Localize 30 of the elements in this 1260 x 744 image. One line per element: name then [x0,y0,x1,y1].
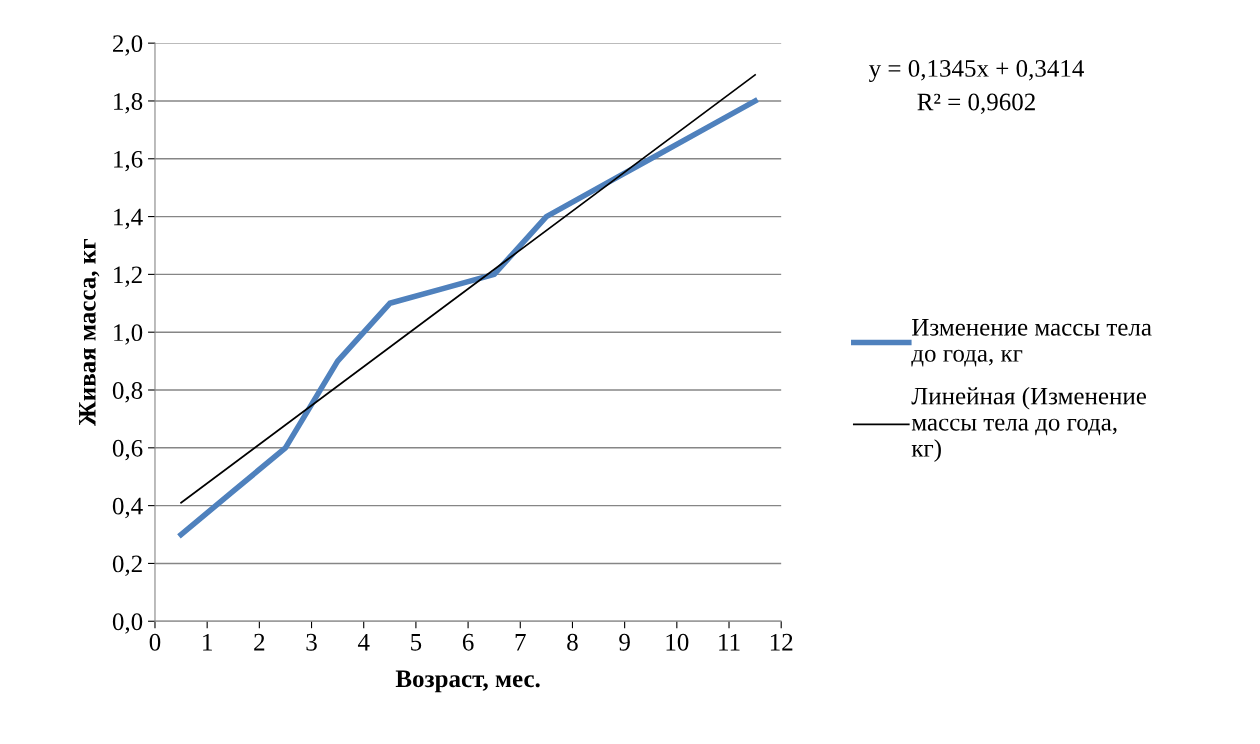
x-tick-label: 11 [719,633,740,651]
x-tick-label: 12 [770,633,793,651]
y-tick-label: 1,0 [114,324,143,345]
y-tick-label: 1,8 [114,93,143,114]
x-tick-label: 6 [462,633,474,651]
y-tick-label: 1,2 [114,266,142,287]
legend-label: Изменение массы тела до года, кг [911,319,1152,367]
x-tick-label: 0 [149,633,161,651]
x-tick-label: 5 [411,634,422,651]
y-tick-label: 0,8 [112,382,143,403]
x-axis-title: Возраст, мес. [395,670,540,693]
y-tick-label: 1,4 [114,208,143,230]
y-axis-title: Живая масса, кг [79,239,100,426]
y-tick-label: 0,0 [112,613,143,634]
y-tick-label: 0,6 [112,439,143,461]
x-tick-label: 7 [515,634,526,651]
legend-label: Линейная (Изменение массы тела до года, кг) [911,386,1146,462]
x-tick-label: 9 [619,633,630,651]
x-tick-label: 10 [666,633,689,651]
y-tick-label: 0,4 [112,497,143,519]
y-tick-label: 1,6 [114,150,143,172]
x-tick-label: 3 [306,633,317,651]
x-tick-label: 2 [254,633,265,651]
y-tick-label: 2,0 [113,35,143,56]
y-tick-label: 0,2 [112,555,142,576]
x-tick-label: 4 [357,633,370,651]
text: R² = 0,9602 [917,93,1035,115]
x-tick-label: 1 [203,633,212,651]
text: y = 0,1345x + 0,3414 [868,60,1084,83]
x-tick-label: 8 [567,633,578,651]
